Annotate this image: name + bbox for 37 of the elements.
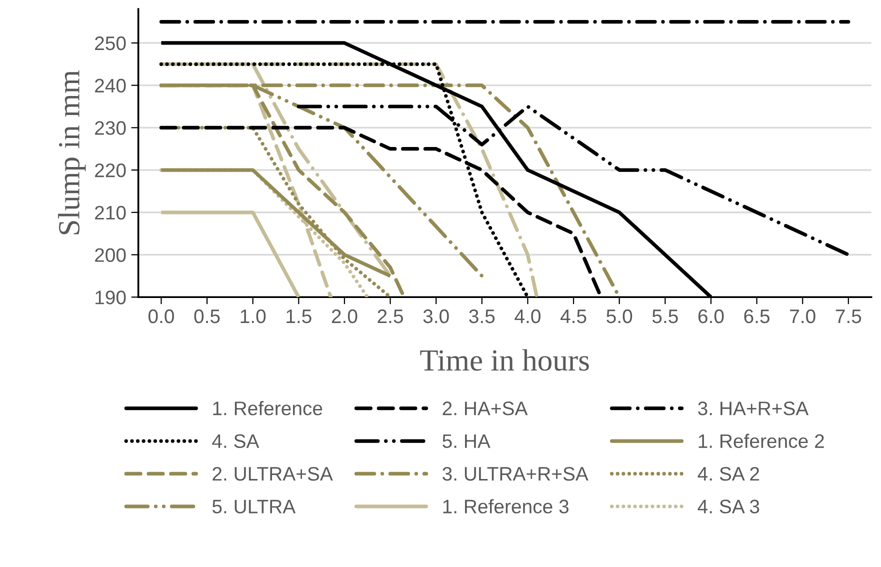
legend-label: 1. Reference 2 <box>698 434 824 448</box>
x-tick-label: 3.5 <box>469 309 495 324</box>
x-tick-label: 6.0 <box>698 309 724 324</box>
legend-label: 4. SA <box>212 434 260 448</box>
legend-label: 4. SA 3 <box>698 500 760 514</box>
y-tick-label: 190 <box>96 290 126 304</box>
x-tick-label: 0.0 <box>148 309 174 324</box>
legend-label: 5. ULTRA <box>212 500 296 514</box>
legend-label: 3. ULTRA+R+SA <box>442 466 588 481</box>
x-tick-label: 1.0 <box>240 309 266 324</box>
y-tick-label: 200 <box>95 248 126 262</box>
x-tick-label: 7.0 <box>790 309 816 324</box>
x-tick-label: 2.5 <box>378 309 403 324</box>
y-tick-label: 220 <box>95 164 126 178</box>
x-tick-label: 2.0 <box>332 309 358 324</box>
x-tick-label: 4.0 <box>514 309 540 324</box>
legend-label: 2. HA+SA <box>442 402 528 416</box>
x-tick-label: 0.5 <box>194 309 220 324</box>
y-tick-label: 230 <box>95 121 126 135</box>
x-axis-title: Time in hours <box>420 349 589 371</box>
x-tick-label: 3.0 <box>423 309 449 324</box>
x-tick-label: 4.5 <box>560 310 586 324</box>
legend-label: 1. Reference 3 <box>443 499 568 514</box>
x-tick-label: 6.5 <box>744 309 770 324</box>
legend-label: 4. SA 2 <box>698 466 760 481</box>
legend-label: 5. HA <box>442 434 490 448</box>
x-tick-label: 5.5 <box>652 310 678 324</box>
y-tick-label: 240 <box>95 78 126 93</box>
legend-label: 1. Reference <box>213 401 322 416</box>
legend-label: 3. HA+R+SA <box>698 402 809 416</box>
y-tick-label: 250 <box>95 36 126 50</box>
y-axis-title: Slump in mm <box>58 70 86 234</box>
y-tick-label: 210 <box>95 206 126 220</box>
legend-label: 2. ULTRA+SA <box>212 466 333 481</box>
x-tick-label: 5.0 <box>606 309 632 324</box>
x-tick-label: 1.5 <box>286 310 312 324</box>
x-tick-label: 7.5 <box>836 310 862 324</box>
